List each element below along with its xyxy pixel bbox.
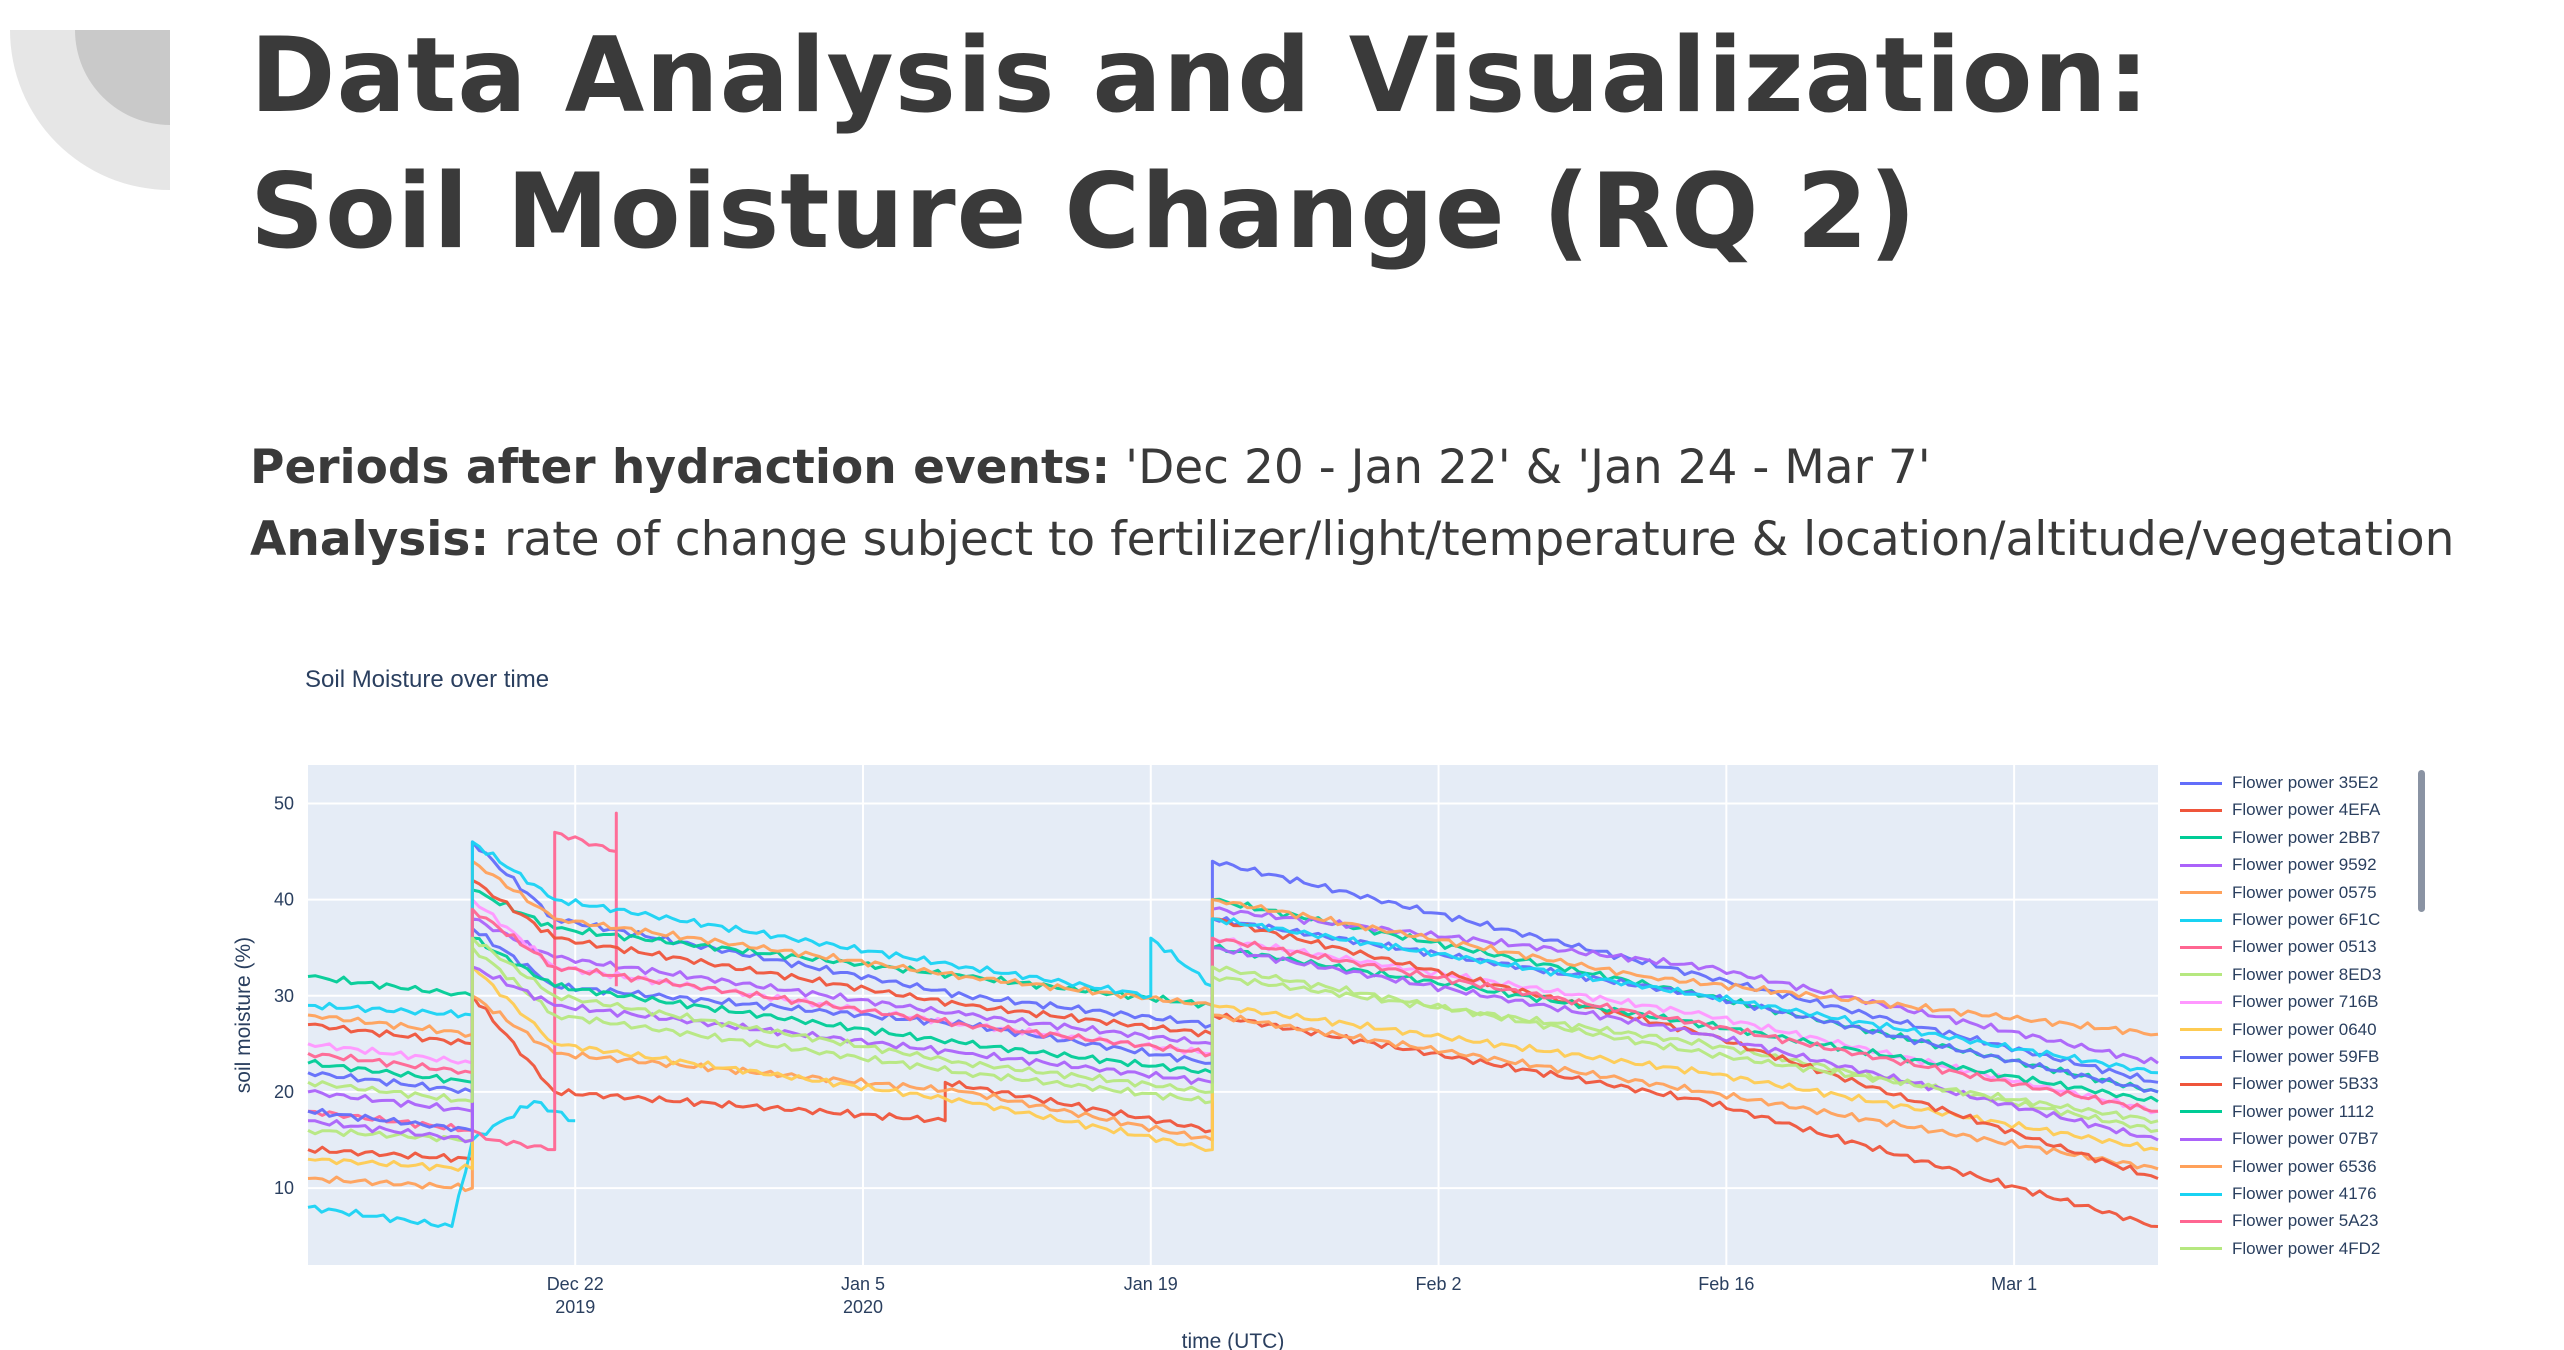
legend-item[interactable]: Flower power 0575 [2180, 880, 2377, 906]
x-tick-sublabel: 2020 [843, 1297, 883, 1317]
legend-label: Flower power 6536 [2232, 1156, 2377, 1176]
legend-label: Flower power 35E2 [2232, 773, 2379, 792]
x-axis-title: time (UTC) [1182, 1330, 1285, 1350]
legend-item[interactable]: Flower power 2BB7 [2180, 825, 2380, 851]
legend-swatch [2180, 891, 2222, 895]
legend-swatch [2180, 1028, 2222, 1032]
legend-swatch [2180, 1219, 2222, 1223]
legend-label: Flower power 07B7 [2232, 1129, 2379, 1149]
series-line-0513 [307, 811, 618, 1152]
legend-item[interactable]: Flower power 4FD2 [2180, 1236, 2380, 1262]
legend-item[interactable]: Flower power 9592 [2180, 852, 2377, 878]
legend-label: Flower power 2BB7 [2232, 827, 2381, 847]
legend-label: Flower power 0513 [2232, 937, 2377, 957]
legend-label: Flower power 4FD2 [2232, 1238, 2381, 1258]
legend-label: Flower power 4EFA [2232, 800, 2381, 820]
legend-label: Flower power 0575 [2232, 882, 2377, 902]
x-tick-label: Feb 16 [1698, 1274, 1754, 1294]
legend-item[interactable]: Flower power 07B7 [2180, 1126, 2378, 1152]
legend-swatch [2180, 1055, 2222, 1059]
series-line-9592 [307, 906, 2159, 1113]
chart-legend: Flower power 35E2 Flower power 4EFA Flower… [2180, 770, 2410, 1270]
legend-swatch [2180, 1247, 2222, 1251]
legend-swatch [2180, 1110, 2222, 1114]
legend-label: Flower power 9592 [2232, 855, 2377, 875]
legend-label: Flower power 6F1C [2232, 910, 2381, 929]
legend-swatch [2180, 918, 2222, 922]
slide-title-line1: Data Analysis and Visualization: [250, 16, 2151, 136]
series-line-5a23 [307, 907, 2159, 1113]
legend-swatch [2180, 1000, 2222, 1004]
legend-label: Flower power 0640 [2232, 1019, 2377, 1039]
legend-item[interactable]: Flower power 8ED3 [2180, 962, 2381, 988]
periods-label: Periods after hydraction events: [250, 440, 1111, 495]
legend-label: Flower power 5B33 [2232, 1074, 2379, 1094]
legend-swatch [2180, 1165, 2222, 1169]
legend-item[interactable]: Flower power 59FB [2180, 1044, 2379, 1070]
series-line-4176 [307, 840, 2159, 1075]
y-tick-label: 40 [274, 890, 294, 910]
series-line-6536 [307, 859, 2159, 1038]
legend-label: Flower power 4176 [2232, 1184, 2377, 1203]
y-axis-title: soil moisture (%) [232, 937, 255, 1093]
legend-scrollbar[interactable] [2418, 770, 2425, 912]
series-line-6f1c [307, 1100, 576, 1228]
series-line-07b7 [308, 946, 2159, 1144]
analysis-text: rate of change subject to fertilizer/lig… [489, 512, 2455, 567]
legend-swatch [2180, 808, 2222, 812]
legend-label: Flower power 5A23 [2232, 1211, 2379, 1231]
series-line-59fb [307, 916, 2159, 1133]
y-tick-label: 10 [274, 1178, 294, 1198]
legend-label: Flower power 716B [2232, 992, 2379, 1012]
legend-swatch [2180, 1192, 2222, 1196]
legend-swatch [2180, 836, 2222, 840]
legend-swatch [2180, 1137, 2222, 1141]
slide-title-line2: Soil Moisture Change (RQ 2) [250, 152, 1918, 272]
analysis-label: Analysis: [250, 512, 490, 567]
analysis-line: Analysis: rate of change subject to fert… [250, 510, 2454, 570]
legend-label: Flower power 8ED3 [2232, 964, 2382, 984]
legend-item[interactable]: Flower power 716B [2180, 989, 2378, 1015]
series-line-4fd2 [307, 936, 2159, 1125]
legend-label: Flower power 1112 [2232, 1101, 2375, 1121]
legend-item[interactable]: Flower power 4EFA [2180, 797, 2380, 823]
series-line-5b33 [307, 878, 2159, 1180]
legend-item[interactable]: Flower power 5B33 [2180, 1071, 2378, 1097]
x-tick-label: Feb 2 [1416, 1274, 1462, 1294]
y-tick-label: 50 [274, 793, 294, 813]
periods-line: Periods after hydraction events: 'Dec 20… [250, 438, 1931, 498]
x-tick-label: Mar 1 [1991, 1274, 2037, 1294]
legend-item[interactable]: Flower power 1112 [2180, 1099, 2374, 1125]
legend-swatch [2180, 945, 2222, 949]
x-tick-label: Dec 22 [547, 1274, 604, 1294]
legend-item[interactable]: Flower power 35E2 [2180, 770, 2378, 796]
x-tick-sublabel: 2019 [555, 1297, 595, 1317]
legend-item[interactable]: Flower power 4176 [2180, 1181, 2377, 1207]
legend-swatch [2180, 973, 2222, 977]
y-tick-label: 30 [274, 986, 294, 1006]
legend-swatch [2180, 781, 2222, 785]
x-tick-label: Jan 19 [1124, 1274, 1178, 1294]
legend-swatch [2180, 1082, 2222, 1086]
legend-item[interactable]: Flower power 0513 [2180, 934, 2377, 960]
series-line-0640 [307, 965, 2159, 1172]
slide-title: Data Analysis and Visualization: Soil Mo… [250, 8, 2150, 280]
periods-text: 'Dec 20 - Jan 22' & 'Jan 24 - Mar 7' [1110, 440, 1931, 495]
x-tick-label: Jan 5 [841, 1274, 885, 1294]
legend-item[interactable]: Flower power 5A23 [2180, 1208, 2378, 1234]
chart-title: Soil Moisture over time [305, 666, 550, 693]
legend-item[interactable]: Flower power 6F1C [2180, 907, 2380, 933]
legend-item[interactable]: Flower power 6536 [2180, 1154, 2377, 1180]
legend-item[interactable]: Flower power 0640 [2180, 1017, 2377, 1043]
legend-label: Flower power 59FB [2232, 1047, 2380, 1066]
legend-swatch [2180, 863, 2222, 867]
series-line-8ed3 [307, 946, 2159, 1143]
corner-decoration [10, 30, 170, 190]
series-line-0575 [307, 994, 2159, 1193]
y-tick-label: 20 [274, 1082, 294, 1102]
